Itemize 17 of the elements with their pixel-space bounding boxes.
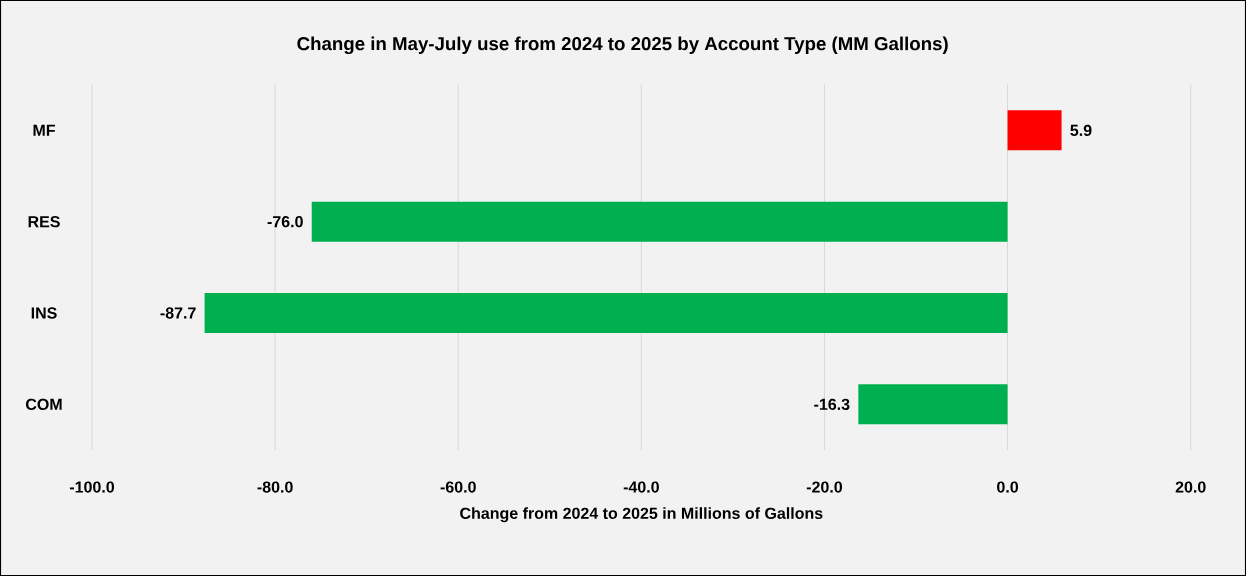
x-tick-label: -40.0 xyxy=(623,481,659,493)
y-tick-label: RES xyxy=(28,216,60,228)
y-tick-label: COM xyxy=(25,398,62,410)
x-tick-label: -20.0 xyxy=(806,481,843,493)
data-label: -16.3 xyxy=(814,398,850,411)
y-tick-label: MF xyxy=(33,124,55,136)
x-tick-label: 20.0 xyxy=(1175,481,1206,493)
data-label: -87.7 xyxy=(160,307,196,319)
x-axis-title: Change from 2024 to 2025 in Millions of Gallons xyxy=(460,507,823,523)
chart-title: Change in May-July use from 2024 to 2025 by Account Type (MM Gallons) xyxy=(297,36,948,55)
x-tick-label: -60.0 xyxy=(440,481,476,493)
data-label: 5.9 xyxy=(1070,124,1092,136)
y-tick-label: INS xyxy=(31,307,57,319)
x-tick-label: 0.0 xyxy=(997,481,1019,493)
x-tick-label: -80.0 xyxy=(257,481,293,493)
data-label: -76.0 xyxy=(267,216,303,228)
x-tick-label: -100.0 xyxy=(69,481,115,493)
